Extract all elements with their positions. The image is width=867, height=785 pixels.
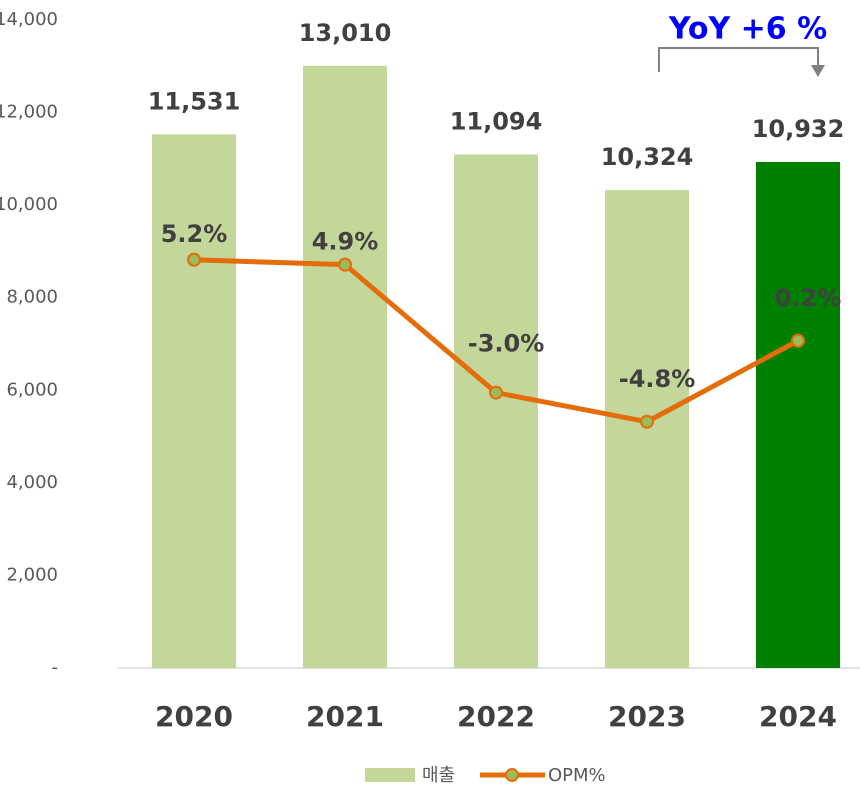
y-tick-label: 14,000: [0, 9, 58, 30]
annotation: YoY +6 %: [668, 12, 827, 47]
legend-label: OPM%: [548, 765, 606, 785]
line-value-label: 0.2%: [775, 284, 842, 312]
y-tick-label: 12,000: [0, 102, 58, 123]
line-value-label: 4.9%: [312, 228, 379, 256]
bar-value-label: 11,531: [148, 87, 241, 115]
x-tick-label: 2022: [457, 700, 535, 733]
y-tick-label: 2,000: [6, 564, 58, 585]
y-tick-label: 4,000: [6, 472, 58, 493]
x-tick-label: 2024: [759, 700, 837, 733]
legend-label: 매출: [422, 765, 455, 785]
line-value-label: 5.2%: [161, 220, 228, 248]
bar: [152, 134, 236, 669]
bar-value-label: 10,932: [752, 115, 845, 143]
legend-marker: [505, 768, 519, 782]
yoy-arrow: [811, 65, 825, 77]
bar: [756, 162, 840, 668]
line-marker: [187, 252, 201, 267]
line-marker: [489, 385, 503, 400]
y-tick-label: -: [52, 657, 59, 678]
x-tick-label: 2023: [608, 700, 686, 733]
legend-swatch: [365, 768, 415, 782]
bar: [454, 154, 538, 668]
bar: [303, 65, 387, 668]
y-tick-label: 8,000: [6, 287, 58, 308]
x-tick-label: 2021: [306, 700, 384, 733]
y-tick-label: 6,000: [6, 379, 58, 400]
x-tick-label: 2020: [155, 700, 233, 733]
bar-value-label: 10,324: [601, 143, 694, 171]
line-marker: [338, 257, 352, 272]
line-marker: [791, 333, 805, 348]
line-value-label: -3.0%: [468, 330, 545, 358]
line-value-label: -4.8%: [619, 365, 696, 393]
line-marker: [640, 414, 654, 429]
yoy-bracket: [658, 47, 819, 72]
bar-value-label: 13,010: [299, 19, 392, 47]
bar: [605, 190, 689, 668]
bar-value-label: 11,094: [450, 108, 543, 136]
y-tick-label: 10,000: [0, 194, 58, 215]
